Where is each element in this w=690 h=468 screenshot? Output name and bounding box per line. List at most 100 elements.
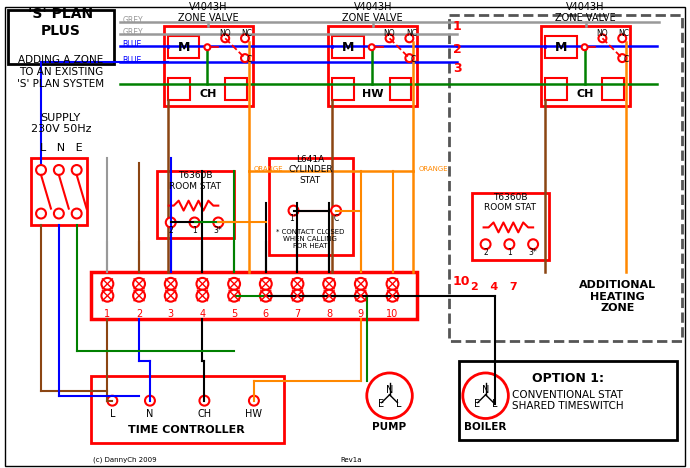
Text: HW: HW [362,89,384,99]
Text: 5: 5 [231,308,237,319]
Circle shape [598,34,607,42]
Text: Rev1a: Rev1a [340,457,362,463]
Circle shape [166,218,176,227]
Text: N: N [146,409,154,418]
Text: 10: 10 [453,275,471,288]
Text: BOILER: BOILER [464,423,506,432]
Circle shape [228,278,240,290]
Bar [168,37,199,58]
Bar [90,376,284,443]
Circle shape [260,290,272,302]
Text: BLUE: BLUE [122,56,141,65]
Text: NO: NO [219,29,231,38]
Circle shape [323,290,335,302]
Circle shape [54,165,63,175]
Text: 1": 1" [289,214,297,223]
Text: M: M [177,41,190,54]
Bar [545,78,566,100]
Text: 4: 4 [199,308,206,319]
Bar [269,158,353,255]
Text: TIME CONTROLLER: TIME CONTROLLER [128,425,245,435]
Circle shape [386,290,398,302]
Text: 1: 1 [192,226,197,235]
Text: V4043H
ZONE VALVE: V4043H ZONE VALVE [555,2,616,23]
Text: L   N   E: L N E [39,143,82,153]
Text: E: E [377,399,384,409]
Text: CH: CH [199,89,217,99]
Bar [390,78,411,100]
Circle shape [241,54,249,62]
Bar [164,26,253,106]
Text: 1: 1 [453,20,462,33]
Circle shape [197,290,208,302]
Text: NC: NC [406,29,417,38]
Circle shape [72,165,81,175]
Circle shape [72,209,81,219]
Text: 10: 10 [386,308,399,319]
Text: ADDITIONAL
HEATING
ZONE: ADDITIONAL HEATING ZONE [579,280,656,313]
Bar [332,78,354,100]
Text: GREY: GREY [122,28,143,37]
Text: M: M [555,41,567,54]
Text: 6: 6 [263,308,269,319]
Text: NC: NC [241,29,253,38]
Bar [90,272,417,320]
Circle shape [406,34,413,42]
Text: C: C [411,55,416,64]
Text: L: L [110,409,115,418]
Circle shape [199,396,209,406]
Circle shape [108,396,117,406]
Text: V4043H
ZONE VALVE: V4043H ZONE VALVE [178,2,239,23]
Circle shape [54,209,63,219]
Text: 'S' PLAN
PLUS: 'S' PLAN PLUS [28,7,93,37]
Circle shape [101,278,113,290]
Text: E: E [473,399,480,409]
Text: HW: HW [246,409,262,418]
Text: 3: 3 [453,63,462,75]
Text: C: C [624,55,629,64]
Bar [449,15,682,341]
Text: ORANGE: ORANGE [418,166,448,172]
Text: L: L [395,399,401,409]
Circle shape [355,290,367,302]
Text: T6360B
ROOM STAT: T6360B ROOM STAT [484,193,536,212]
Text: 1: 1 [104,308,110,319]
Circle shape [145,396,155,406]
Text: 9: 9 [358,308,364,319]
Circle shape [221,34,229,42]
Circle shape [133,278,145,290]
Circle shape [323,278,335,290]
Circle shape [190,218,199,227]
Circle shape [386,278,398,290]
Text: T6360B
ROOM STAT: T6360B ROOM STAT [170,171,221,190]
Text: 2: 2 [168,226,173,235]
Circle shape [582,44,588,50]
Text: V4043H
ZONE VALVE: V4043H ZONE VALVE [342,2,403,23]
Circle shape [165,290,177,302]
Text: L641A
CYLINDER
STAT: L641A CYLINDER STAT [288,155,333,185]
Text: 2: 2 [453,43,462,56]
Circle shape [36,165,46,175]
Circle shape [406,54,413,62]
Circle shape [367,373,413,418]
Text: NC: NC [619,29,630,38]
Text: 3*: 3* [214,226,223,235]
Circle shape [249,396,259,406]
Circle shape [463,373,509,418]
Text: * CONTACT CLOSED
WHEN CALLING
FOR HEAT: * CONTACT CLOSED WHEN CALLING FOR HEAT [276,229,344,249]
Bar [157,171,234,238]
Bar [168,78,190,100]
Bar [545,37,577,58]
Text: GREY: GREY [122,16,143,25]
Bar [541,26,630,106]
Text: (c) DannyCh 2009: (c) DannyCh 2009 [92,457,156,463]
Text: CONVENTIONAL STAT
SHARED TIMESWITCH: CONVENTIONAL STAT SHARED TIMESWITCH [512,390,624,411]
Circle shape [241,34,249,42]
Text: 3: 3 [168,308,174,319]
Bar [472,193,549,260]
Text: 8: 8 [326,308,332,319]
Circle shape [618,34,627,42]
Text: C: C [246,55,252,64]
Circle shape [528,239,538,249]
Circle shape [386,34,393,42]
